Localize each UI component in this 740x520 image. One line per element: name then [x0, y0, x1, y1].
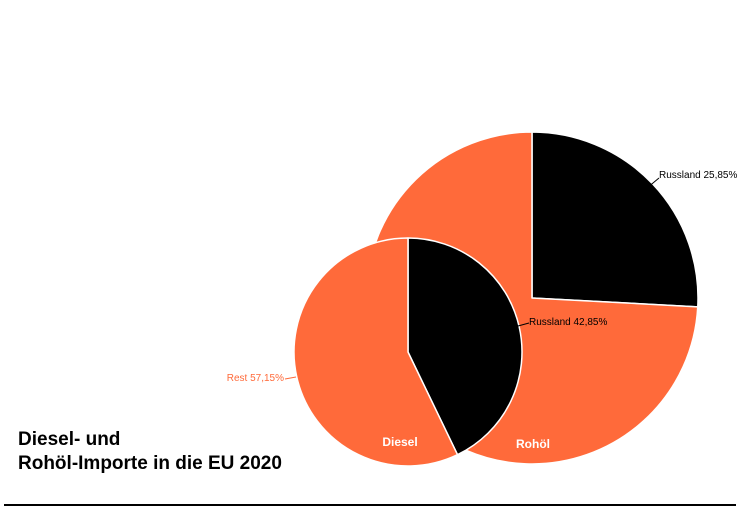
slice-label-diesel-russland: Russland 42,85%	[529, 317, 607, 328]
pie-name-label-diesel: Diesel	[382, 435, 417, 449]
slice-label-leader	[646, 177, 660, 189]
slice-label-leader	[517, 322, 530, 327]
pie-diesel-slice-rest	[293, 237, 459, 467]
chart-title: Diesel- und Rohöl-Importe in die EU 2020	[18, 428, 282, 476]
bottom-rule	[4, 504, 736, 506]
slice-label-leader	[284, 376, 297, 380]
pie-rohöl-slice-russland	[531, 131, 699, 308]
chart-title-line1: Diesel- und	[18, 429, 121, 450]
slice-label-diesel-rest: Rest 57,15%	[227, 373, 284, 384]
pie-name-label-rohöl: Rohöl	[516, 437, 550, 451]
pie-diesel: Russland 42,85% Rest 57,15% Diesel	[227, 237, 607, 467]
chart-title-line2: Rohöl-Importe in die EU 2020	[18, 453, 282, 474]
pie-diesel-slice-russland	[407, 237, 523, 456]
slice-label-rohöl-russland: Russland 25,85%	[659, 170, 737, 181]
